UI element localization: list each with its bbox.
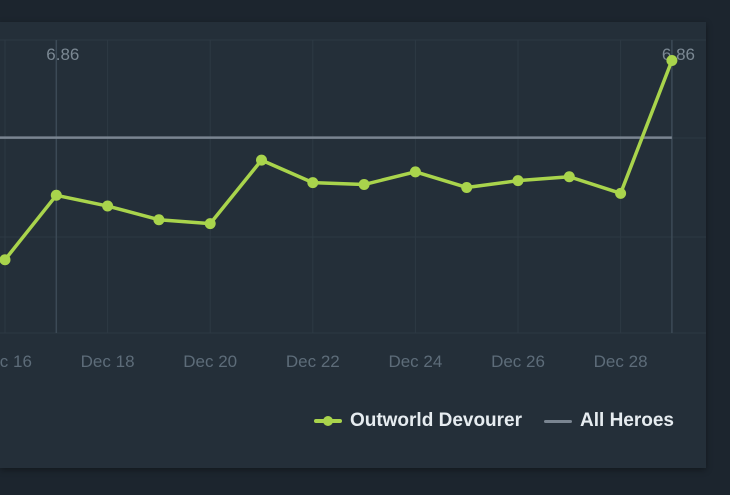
x-tick-label: Dec 22	[286, 352, 340, 371]
series-layer	[0, 55, 678, 266]
patch-label: 6.86	[46, 45, 79, 64]
data-point[interactable]	[358, 179, 370, 191]
x-axis-ticks: Dec 16 Dec 18 Dec 20 Dec 22 Dec 24 Dec 26 Dec …	[0, 352, 648, 371]
data-point[interactable]	[204, 218, 216, 230]
x-tick-label: Dec 20	[183, 352, 237, 371]
legend-swatch-all-heroes	[544, 419, 573, 423]
legend-label-outworld-devourer: Outworld Devourer	[349, 410, 523, 431]
data-point[interactable]	[50, 189, 62, 201]
legend-swatch-outworld-devourer	[313, 416, 342, 426]
data-point[interactable]	[512, 175, 524, 187]
data-point[interactable]	[102, 200, 114, 212]
data-point[interactable]	[256, 154, 267, 166]
x-tick-label: Dec 28	[594, 352, 648, 371]
legend-item-outworld-devourer[interactable]: Outworld Devourer	[313, 410, 523, 432]
chart-panel	[0, 22, 706, 468]
x-tick-label: Dec 18	[81, 352, 135, 371]
x-tick-label: Dec 16	[0, 352, 32, 371]
data-point[interactable]	[409, 166, 421, 178]
data-point[interactable]	[461, 181, 473, 193]
data-point[interactable]	[0, 254, 11, 266]
legend: Outworld Devourer All Heroes	[313, 410, 674, 432]
x-tick-label: Dec 24	[388, 352, 442, 371]
data-point[interactable]	[563, 171, 575, 183]
data-point[interactable]	[153, 214, 165, 226]
data-point[interactable]	[666, 55, 678, 67]
legend-label-all-heroes: All Heroes	[580, 410, 674, 431]
data-point[interactable]	[615, 187, 627, 199]
legend-item-all-heroes[interactable]: All Heroes	[544, 410, 674, 432]
data-point[interactable]	[307, 177, 319, 189]
x-tick-label: Dec 26	[491, 352, 545, 371]
series-line-outworld-devourer	[3, 58, 674, 262]
